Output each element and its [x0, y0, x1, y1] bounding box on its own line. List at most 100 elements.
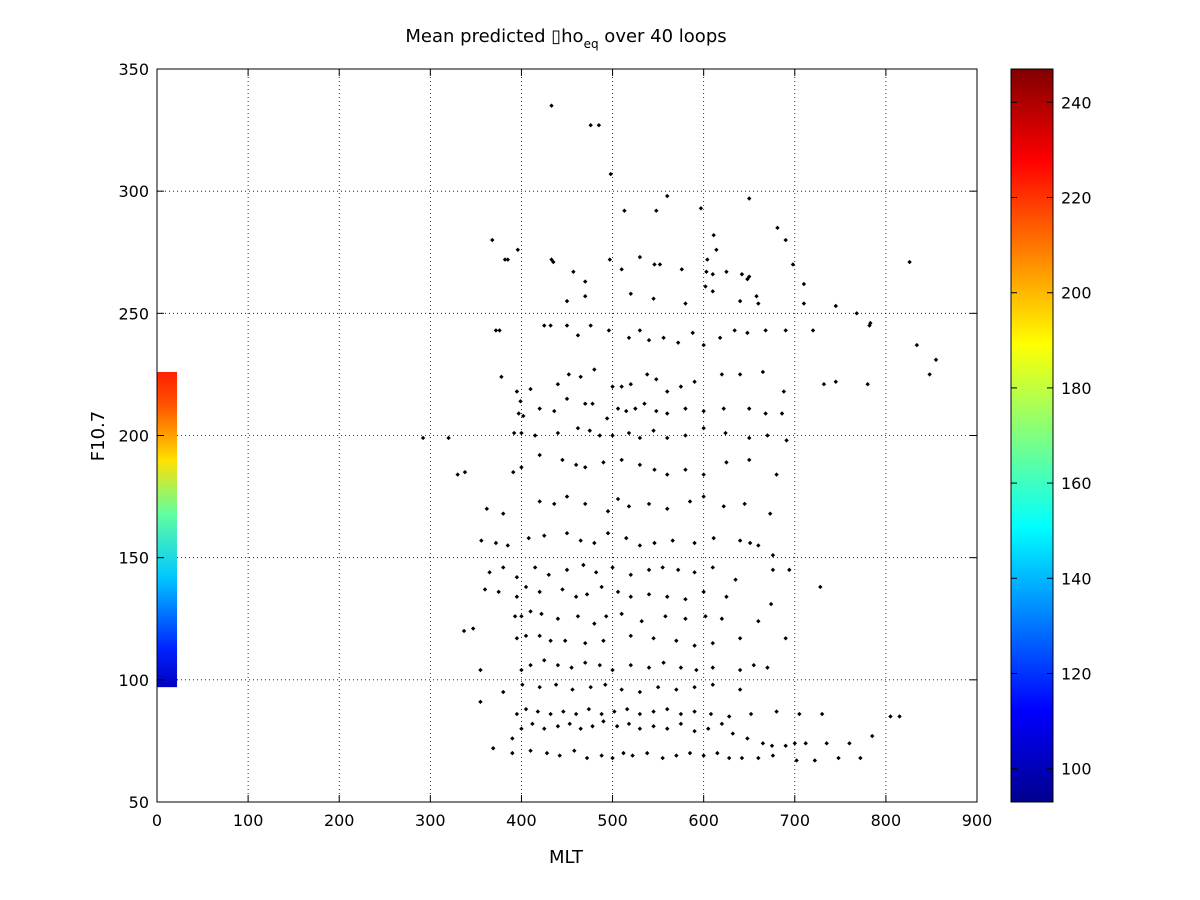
scatter-point — [674, 687, 679, 692]
scatter-point — [520, 682, 525, 687]
scatter-point — [756, 618, 761, 624]
scatter-point — [765, 433, 770, 438]
scatter-point — [803, 741, 808, 746]
scatter-point — [769, 743, 775, 749]
scatter-point — [644, 372, 650, 377]
scatter-point — [646, 338, 652, 343]
scatter-point — [801, 301, 807, 306]
scatter-point — [870, 733, 875, 739]
scatter-point — [570, 687, 575, 692]
scatter-point — [724, 594, 729, 599]
scatter-point — [566, 372, 572, 377]
scatter-point — [678, 384, 684, 389]
scatter-point — [783, 328, 788, 333]
scatter-point — [624, 408, 629, 414]
scatter-point — [607, 257, 613, 262]
scatter-point — [601, 460, 606, 465]
scatter-point — [630, 753, 635, 758]
scatter-point — [774, 472, 779, 477]
scatter-point — [597, 662, 602, 668]
y-tick-label: 200 — [118, 427, 149, 446]
scatter-point — [642, 401, 647, 406]
scatter-point — [505, 543, 510, 548]
scatter-point — [775, 225, 780, 231]
scatter-point — [787, 567, 792, 573]
scatter-point — [747, 406, 752, 411]
scatter-point — [622, 208, 627, 213]
scatter-point — [710, 272, 715, 277]
scatter-point — [606, 328, 612, 333]
scatter-point — [836, 755, 841, 761]
scatter-point — [528, 386, 533, 392]
scatter-point — [535, 709, 541, 714]
scatter-point — [592, 540, 597, 546]
y-tick-label: 250 — [118, 304, 149, 323]
x-axis-label: MLT — [549, 847, 584, 868]
colorbar-tick-label: 120 — [1061, 664, 1092, 683]
scatter-point — [615, 406, 621, 411]
scatter-point — [719, 616, 725, 621]
scatter-point — [599, 584, 604, 590]
scatter-point — [692, 728, 697, 734]
scatter-point — [737, 298, 743, 304]
scatter-point — [651, 709, 656, 714]
scatter-point — [783, 636, 788, 641]
scatter-point — [537, 406, 542, 411]
scatter-point — [670, 538, 675, 543]
scatter-point — [711, 535, 716, 541]
scatter-point — [615, 589, 621, 595]
scatter-point — [462, 469, 468, 475]
scatter-point — [747, 540, 753, 546]
scatter-point — [665, 472, 670, 477]
scatter-point — [596, 122, 602, 128]
scatter-point — [737, 372, 743, 377]
scatter-point — [701, 342, 706, 348]
scatter-point — [588, 122, 593, 128]
scatter-point — [633, 406, 638, 411]
scatter-point — [514, 389, 520, 394]
scatter-point — [854, 311, 859, 316]
scatter-point — [526, 535, 531, 541]
scatter-point — [927, 372, 932, 377]
scatter-point — [723, 430, 728, 436]
scatter-point — [628, 662, 633, 668]
scatter-point — [619, 384, 624, 389]
scatter-point — [675, 340, 681, 345]
scatter-point — [703, 614, 708, 619]
scatter-point — [628, 572, 633, 577]
scatter-point — [737, 538, 743, 543]
scatter-point — [528, 662, 533, 668]
scatter-point — [663, 614, 668, 619]
scatter-point — [637, 726, 643, 731]
scatter-point — [519, 667, 524, 673]
scatter-point — [710, 289, 715, 294]
scatter-point — [745, 736, 750, 741]
scatter-point — [710, 640, 715, 646]
y-tick-label: 150 — [118, 549, 149, 568]
scatter-point — [914, 342, 920, 348]
scatter-point — [646, 592, 652, 597]
scatter-point — [519, 430, 524, 436]
scatter-point — [637, 711, 643, 717]
scatter-point — [715, 750, 720, 756]
scatter-point — [797, 711, 802, 717]
scatter-point — [792, 741, 797, 746]
scatter-point — [637, 435, 643, 441]
scatter-point — [651, 428, 656, 433]
scatter-point — [665, 594, 670, 599]
scatter-point — [515, 247, 520, 253]
colorbar-tick-label: 200 — [1061, 284, 1092, 303]
scatter-point — [548, 323, 553, 328]
scatter-point — [819, 711, 825, 717]
scatter-point — [654, 408, 659, 414]
scatter-point — [710, 665, 715, 670]
scatter-point — [610, 565, 615, 570]
scatter-point — [523, 706, 529, 712]
scatter-point — [706, 726, 711, 731]
scatter-point — [783, 743, 788, 749]
scatter-point — [888, 714, 893, 719]
scatter-point — [760, 741, 766, 746]
colorbar-tick-label: 220 — [1061, 189, 1092, 208]
colorbar-tick-label: 240 — [1061, 93, 1092, 112]
